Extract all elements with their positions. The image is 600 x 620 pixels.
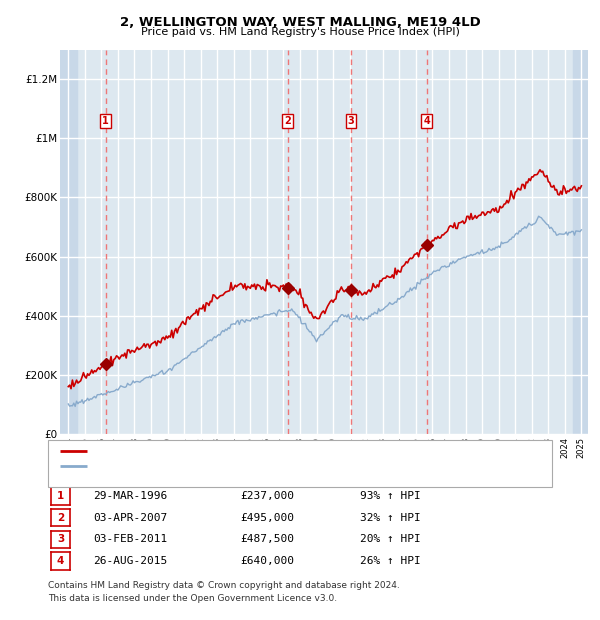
Text: £495,000: £495,000 <box>240 513 294 523</box>
Text: 03-APR-2007: 03-APR-2007 <box>93 513 167 523</box>
Text: HPI: Average price, detached house, Tonbridge and Malling: HPI: Average price, detached house, Tonb… <box>90 461 398 471</box>
Text: This data is licensed under the Open Government Licence v3.0.: This data is licensed under the Open Gov… <box>48 594 337 603</box>
Text: 20% ↑ HPI: 20% ↑ HPI <box>360 534 421 544</box>
Text: Contains HM Land Registry data © Crown copyright and database right 2024.: Contains HM Land Registry data © Crown c… <box>48 582 400 590</box>
Text: 29-MAR-1996: 29-MAR-1996 <box>93 491 167 501</box>
Text: 26% ↑ HPI: 26% ↑ HPI <box>360 556 421 566</box>
Text: 2: 2 <box>57 513 64 523</box>
Text: 1: 1 <box>57 491 64 501</box>
Text: £640,000: £640,000 <box>240 556 294 566</box>
Bar <box>60 50 77 434</box>
Text: 32% ↑ HPI: 32% ↑ HPI <box>360 513 421 523</box>
Text: 93% ↑ HPI: 93% ↑ HPI <box>360 491 421 501</box>
Text: 26-AUG-2015: 26-AUG-2015 <box>93 556 167 566</box>
Text: 2, WELLINGTON WAY, WEST MALLING, ME19 4LD (detached house): 2, WELLINGTON WAY, WEST MALLING, ME19 4L… <box>90 446 437 456</box>
Text: Price paid vs. HM Land Registry's House Price Index (HPI): Price paid vs. HM Land Registry's House … <box>140 27 460 37</box>
Text: 4: 4 <box>57 556 64 566</box>
Text: 2: 2 <box>284 115 291 126</box>
Text: 03-FEB-2011: 03-FEB-2011 <box>93 534 167 544</box>
Text: 4: 4 <box>423 115 430 126</box>
Text: £487,500: £487,500 <box>240 534 294 544</box>
Text: 3: 3 <box>347 115 355 126</box>
Text: £237,000: £237,000 <box>240 491 294 501</box>
Bar <box>573 50 588 434</box>
Text: 1: 1 <box>102 115 109 126</box>
Text: 3: 3 <box>57 534 64 544</box>
Text: 2, WELLINGTON WAY, WEST MALLING, ME19 4LD: 2, WELLINGTON WAY, WEST MALLING, ME19 4L… <box>119 16 481 29</box>
